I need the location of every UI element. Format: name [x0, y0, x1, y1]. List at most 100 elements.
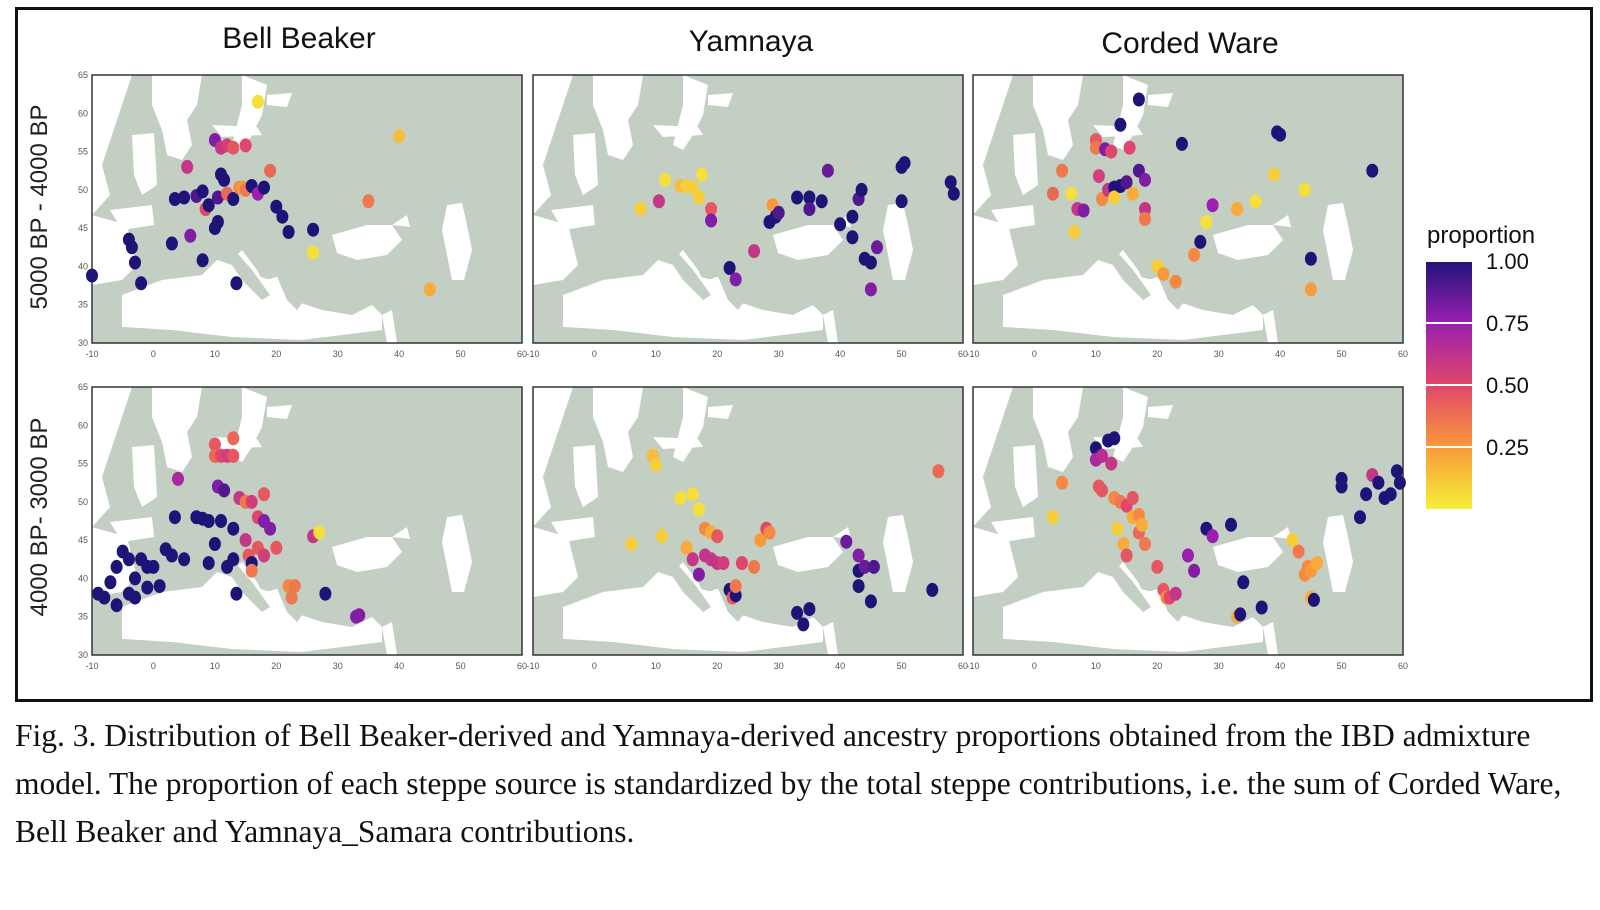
sample-point — [1231, 202, 1244, 216]
sample-point — [1105, 456, 1118, 471]
sample-point — [202, 198, 215, 213]
panel-border — [972, 386, 1404, 656]
sample-point — [1335, 479, 1348, 494]
x-tick-label: 60 — [1398, 349, 1408, 359]
sample-point — [110, 559, 123, 574]
sample-point — [1194, 234, 1207, 249]
sample-point — [634, 202, 647, 216]
sample-point — [1311, 556, 1323, 571]
sample-point — [821, 163, 834, 178]
sample-point — [227, 192, 240, 206]
sample-point — [258, 180, 270, 195]
sample-point — [1157, 267, 1170, 282]
sample-point — [125, 240, 138, 255]
sample-point — [895, 194, 908, 209]
sample-point — [202, 556, 215, 571]
sample-point — [196, 184, 209, 199]
sample-point — [227, 521, 240, 536]
sample-point — [674, 491, 687, 505]
sample-point — [423, 282, 436, 297]
row-label-4000-3000: 4000 BP- 3000 BP — [26, 418, 53, 617]
sample-point — [251, 94, 264, 109]
panel-border — [532, 74, 964, 344]
sample-point — [791, 190, 804, 205]
sample-point — [196, 253, 209, 268]
sample-point — [178, 190, 191, 205]
sample-point — [803, 202, 816, 216]
sample-point — [129, 590, 141, 605]
sample-point — [625, 537, 638, 551]
sample-point — [1139, 537, 1151, 551]
sample-point — [656, 529, 668, 544]
sample-point — [772, 205, 785, 220]
y-tick-label: 30 — [78, 338, 88, 348]
sample-point — [1234, 607, 1247, 622]
sample-point — [735, 556, 748, 571]
sample-point — [1175, 136, 1188, 151]
sample-point — [227, 448, 240, 463]
map-panel-r1-c0: -10 0 10 20 30 40 50 60 30 35 40 45 50 55 60 65 — [78, 382, 527, 671]
sample-point — [1111, 521, 1124, 536]
x-tick-label: 60 — [958, 661, 968, 671]
sample-point — [1393, 475, 1406, 490]
sample-point — [692, 567, 705, 582]
sample-point — [178, 552, 191, 567]
x-tick-label: 60 — [958, 349, 968, 359]
x-tick-label: 60 — [517, 661, 527, 671]
sample-point — [803, 602, 816, 617]
sample-point — [686, 487, 699, 502]
sample-point — [362, 194, 375, 209]
x-tick-label: 50 — [1337, 661, 1347, 671]
sample-point — [834, 217, 847, 232]
sample-point — [218, 172, 231, 187]
y-tick-label: 35 — [78, 300, 88, 310]
sample-point — [898, 156, 911, 171]
sample-point — [184, 228, 197, 243]
sample-point — [1237, 575, 1250, 590]
sample-point — [98, 590, 111, 605]
legend-tick-label: 0.50 — [1486, 373, 1529, 398]
x-tick-label: -10 — [526, 661, 539, 671]
sample-point — [1092, 169, 1105, 184]
sample-point — [208, 437, 221, 452]
sample-point — [141, 580, 154, 595]
sample-point — [1286, 533, 1299, 548]
sample-point — [947, 186, 960, 201]
x-tick-label: 50 — [897, 661, 907, 671]
sample-point — [711, 529, 724, 544]
sample-point — [1366, 163, 1379, 178]
x-tick-label: 30 — [1214, 661, 1224, 671]
sample-point — [104, 575, 117, 590]
x-tick-label: 0 — [592, 661, 597, 671]
sample-point — [729, 272, 742, 287]
sample-point — [686, 552, 699, 567]
x-tick-label: 0 — [1032, 661, 1037, 671]
sample-point — [211, 190, 224, 205]
x-tick-label: 30 — [333, 661, 343, 671]
x-tick-label: 40 — [835, 349, 845, 359]
sample-point — [791, 605, 804, 620]
x-tick-label: 40 — [1275, 349, 1285, 359]
sample-point — [858, 559, 871, 574]
map-background — [533, 75, 963, 343]
x-tick-label: 40 — [394, 661, 404, 671]
sample-point — [1182, 548, 1194, 563]
column-title-corded-ware: Corded Ware — [1101, 27, 1278, 60]
sample-point — [1188, 247, 1201, 262]
map-panel-r1-c1: -10 0 10 20 30 40 50 60 — [526, 386, 968, 671]
y-tick-label: 40 — [78, 261, 88, 271]
sample-point — [270, 540, 283, 555]
sample-point — [1200, 215, 1213, 229]
sample-point — [864, 594, 877, 609]
column-title-yamnaya: Yamnaya — [689, 25, 814, 58]
x-tick-label: 10 — [651, 661, 661, 671]
sample-point — [944, 175, 957, 190]
sample-point — [258, 548, 270, 563]
x-tick-label: 60 — [517, 349, 527, 359]
sample-point — [245, 563, 258, 578]
sample-point — [1114, 117, 1127, 132]
sample-point — [692, 190, 705, 205]
sample-point — [181, 159, 194, 174]
sample-point — [1135, 517, 1148, 532]
x-tick-label: 20 — [712, 661, 722, 671]
